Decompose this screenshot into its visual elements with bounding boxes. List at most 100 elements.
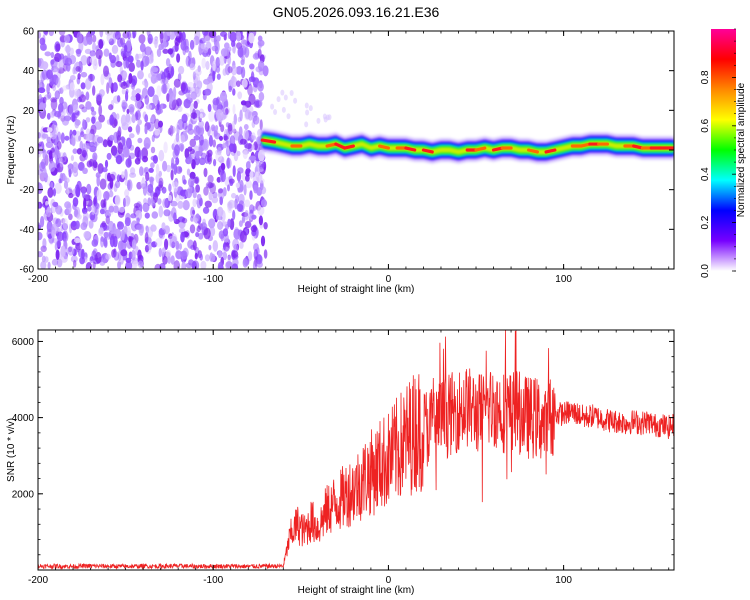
- spectrogram-ytick-label: 40: [23, 66, 35, 77]
- noise-speckle: [64, 57, 73, 66]
- snr-ytick-label: 6000: [12, 337, 35, 348]
- noise-speckle: [241, 66, 246, 79]
- noise-speckle: [252, 259, 258, 269]
- noise-speckle: [103, 191, 110, 201]
- noise-speckle: [163, 68, 169, 78]
- noise-speckle: [175, 240, 180, 250]
- noise-speckle: [147, 241, 153, 251]
- noise-speckle: [46, 127, 53, 133]
- noise-speckle: [147, 33, 153, 45]
- noise-speckle: [108, 203, 115, 215]
- noise-speckle: [219, 196, 223, 206]
- noise-speckle: [198, 120, 205, 128]
- noise-speckle: [48, 160, 56, 172]
- noise-speckle: [70, 255, 78, 263]
- noise-speckle: [257, 48, 262, 59]
- noise-speckle: [196, 193, 202, 201]
- ridge-core: [343, 144, 355, 150]
- noise-speckle: [225, 261, 233, 269]
- noise-speckle: [150, 241, 158, 248]
- noise-speckle: [181, 113, 188, 124]
- noise-speckle: [213, 129, 218, 137]
- noise-speckle: [112, 205, 119, 213]
- noise-speckle: [106, 152, 112, 160]
- colorbar-tick-label: 0.6: [700, 118, 711, 132]
- noise-speckle: [162, 198, 169, 209]
- noise-speckle: [215, 109, 223, 121]
- noise-speckle: [52, 84, 57, 92]
- noise-speckle: [323, 116, 328, 123]
- noise-speckle: [50, 111, 55, 118]
- noise-speckle: [80, 55, 88, 66]
- noise-speckle: [85, 101, 92, 110]
- noise-speckle: [143, 137, 151, 150]
- noise-speckle: [40, 42, 47, 51]
- noise-speckle: [182, 200, 190, 211]
- noise-speckle: [215, 214, 219, 220]
- snr-line: [38, 330, 674, 570]
- noise-speckle: [81, 187, 86, 199]
- noise-speckle: [117, 74, 123, 83]
- noise-speckle: [123, 44, 128, 53]
- noise-speckle: [248, 32, 255, 44]
- noise-speckle: [51, 258, 59, 266]
- noise-speckle: [222, 228, 229, 237]
- noise-speckle: [62, 175, 68, 182]
- noise-speckle: [237, 46, 244, 58]
- noise-speckle: [212, 240, 218, 252]
- noise-speckle: [166, 82, 170, 90]
- noise-speckle: [85, 133, 92, 142]
- noise-speckle: [180, 82, 186, 92]
- noise-speckle: [78, 94, 86, 103]
- noise-speckle: [125, 158, 132, 168]
- noise-speckle: [87, 204, 92, 212]
- noise-speckle: [251, 214, 257, 220]
- colorbar-tick-label: 0.8: [700, 70, 711, 84]
- noise-speckle: [46, 175, 51, 186]
- noise-speckle: [58, 178, 62, 184]
- spectrogram-ytick-label: -40: [20, 225, 35, 236]
- noise-speckle: [38, 231, 43, 241]
- noise-speckle: [227, 66, 233, 74]
- noise-speckle: [187, 93, 192, 101]
- colorbar-tick-label: 0.0: [700, 264, 711, 278]
- spectrogram-ylabel: Frequency (Hz): [6, 116, 17, 185]
- noise-speckle: [44, 256, 49, 263]
- noise-speckle: [173, 163, 178, 175]
- noise-speckle: [63, 34, 71, 44]
- noise-speckle: [212, 60, 216, 72]
- noise-speckle: [162, 255, 168, 265]
- noise-speckle: [119, 65, 123, 76]
- noise-speckle: [139, 166, 144, 177]
- noise-speckle: [47, 187, 54, 198]
- noise-speckle: [216, 65, 221, 73]
- noise-speckle: [116, 95, 121, 103]
- noise-speckle: [167, 256, 172, 264]
- noise-speckle: [219, 135, 223, 141]
- noise-speckle: [118, 206, 125, 213]
- noise-speckle: [193, 135, 200, 141]
- noise-speckle: [166, 164, 171, 173]
- noise-speckle: [109, 235, 115, 248]
- noise-speckle: [81, 106, 88, 113]
- noise-speckle: [215, 152, 223, 162]
- noise-speckle: [286, 113, 291, 120]
- noise-speckle: [81, 149, 87, 158]
- noise-speckle: [134, 100, 142, 109]
- noise-speckle: [127, 55, 134, 63]
- colorbar-bar: [711, 29, 736, 271]
- noise-speckle: [56, 258, 63, 268]
- noise-speckle: [81, 248, 85, 260]
- noise-speckle: [217, 188, 224, 194]
- snr-ylabel: SNR (10 * v/v): [6, 418, 17, 482]
- noise-speckle: [100, 73, 105, 86]
- noise-speckle: [239, 230, 247, 243]
- noise-speckle: [124, 195, 131, 207]
- noise-speckle: [42, 96, 47, 104]
- noise-speckle: [98, 104, 103, 117]
- noise-speckle: [127, 37, 131, 47]
- noise-speckle: [231, 65, 238, 76]
- noise-speckle: [150, 162, 155, 169]
- noise-speckle: [173, 78, 181, 88]
- noise-speckle: [147, 121, 155, 132]
